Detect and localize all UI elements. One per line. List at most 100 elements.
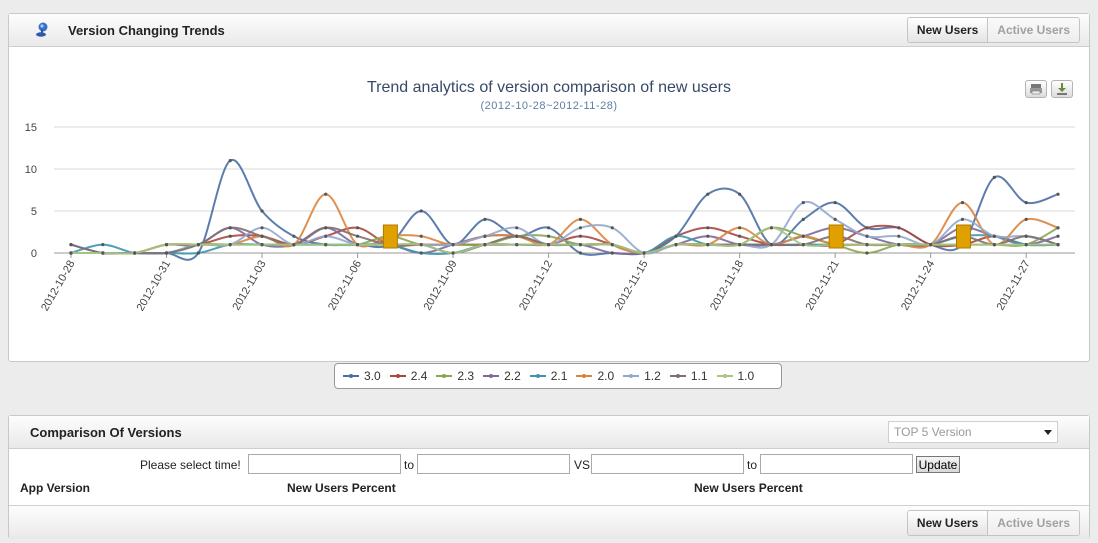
- data-point[interactable]: [897, 243, 901, 247]
- data-point[interactable]: [164, 251, 169, 255]
- data-point[interactable]: [706, 243, 710, 247]
- data-point[interactable]: [738, 234, 742, 238]
- data-point[interactable]: [674, 243, 678, 247]
- data-point[interactable]: [897, 226, 901, 230]
- data-point[interactable]: [228, 226, 232, 230]
- data-point[interactable]: [355, 234, 360, 238]
- data-point[interactable]: [515, 243, 519, 247]
- data-point[interactable]: [228, 234, 232, 238]
- data-point[interactable]: [1024, 201, 1028, 205]
- data-point[interactable]: [260, 234, 264, 238]
- data-point[interactable]: [419, 209, 423, 213]
- data-point[interactable]: [546, 234, 551, 238]
- data-point[interactable]: [69, 243, 73, 247]
- data-point[interactable]: [992, 243, 996, 247]
- data-point[interactable]: [292, 243, 296, 247]
- data-point[interactable]: [483, 217, 487, 221]
- update-button[interactable]: Update: [916, 456, 960, 473]
- data-point[interactable]: [578, 217, 583, 221]
- data-point[interactable]: [865, 234, 869, 238]
- legend-item-1-0[interactable]: 1.0: [716, 369, 754, 383]
- data-point[interactable]: [133, 251, 137, 255]
- data-point[interactable]: [419, 234, 423, 238]
- event-marker[interactable]: [955, 224, 971, 249]
- data-point[interactable]: [515, 234, 519, 238]
- data-point[interactable]: [865, 243, 869, 247]
- data-point[interactable]: [1056, 192, 1060, 196]
- data-point[interactable]: [1024, 234, 1028, 238]
- data-point[interactable]: [960, 217, 965, 221]
- data-point[interactable]: [101, 251, 105, 255]
- data-point[interactable]: [1024, 243, 1028, 247]
- data-point[interactable]: [897, 234, 901, 238]
- data-point[interactable]: [196, 243, 200, 247]
- tab-new-users-bottom[interactable]: New Users: [907, 511, 989, 535]
- data-point[interactable]: [578, 251, 583, 255]
- data-point[interactable]: [546, 243, 551, 247]
- data-point[interactable]: [738, 226, 742, 230]
- data-point[interactable]: [324, 192, 328, 196]
- series-line-1-0[interactable]: [71, 226, 1058, 255]
- data-point[interactable]: [260, 226, 264, 230]
- data-point[interactable]: [992, 175, 996, 179]
- data-point[interactable]: [674, 234, 678, 238]
- data-point[interactable]: [355, 226, 360, 230]
- legend-item-2-3[interactable]: 2.3: [436, 369, 474, 383]
- data-point[interactable]: [610, 251, 614, 255]
- data-point[interactable]: [833, 201, 837, 205]
- data-point[interactable]: [865, 226, 869, 230]
- data-point[interactable]: [929, 243, 933, 247]
- download-button[interactable]: [1051, 80, 1073, 98]
- tab-active-users[interactable]: Active Users: [988, 18, 1079, 42]
- event-marker[interactable]: [382, 224, 398, 249]
- data-point[interactable]: [738, 192, 742, 196]
- data-point[interactable]: [324, 226, 328, 230]
- version-select[interactable]: TOP 5 Version: [888, 421, 1058, 443]
- data-point[interactable]: [706, 234, 710, 238]
- data-point[interactable]: [706, 192, 710, 196]
- data-point[interactable]: [706, 226, 710, 230]
- data-point[interactable]: [801, 217, 805, 221]
- data-point[interactable]: [164, 243, 169, 247]
- tab-new-users[interactable]: New Users: [907, 18, 989, 42]
- data-point[interactable]: [228, 243, 232, 247]
- data-point[interactable]: [196, 251, 200, 255]
- data-point[interactable]: [610, 226, 614, 230]
- data-point[interactable]: [1056, 234, 1060, 238]
- data-point[interactable]: [260, 243, 264, 247]
- data-point[interactable]: [833, 217, 837, 221]
- data-point[interactable]: [483, 243, 487, 247]
- data-point[interactable]: [451, 251, 455, 255]
- event-marker[interactable]: [828, 224, 844, 249]
- data-point[interactable]: [483, 234, 487, 238]
- data-point[interactable]: [801, 243, 805, 247]
- legend-item-1-1[interactable]: 1.1: [669, 369, 708, 383]
- data-point[interactable]: [419, 243, 423, 247]
- data-point[interactable]: [992, 234, 996, 238]
- data-point[interactable]: [801, 201, 805, 205]
- data-point[interactable]: [1056, 226, 1060, 230]
- start-date-input-2[interactable]: [591, 454, 744, 474]
- end-date-input-2[interactable]: [760, 454, 913, 474]
- data-point[interactable]: [228, 159, 232, 163]
- data-point[interactable]: [451, 243, 455, 247]
- data-point[interactable]: [292, 234, 296, 238]
- data-point[interactable]: [578, 243, 583, 247]
- data-point[interactable]: [419, 251, 423, 255]
- data-point[interactable]: [610, 243, 614, 247]
- data-point[interactable]: [865, 251, 869, 255]
- data-point[interactable]: [738, 243, 742, 247]
- data-point[interactable]: [355, 243, 360, 247]
- data-point[interactable]: [324, 243, 328, 247]
- data-point[interactable]: [69, 251, 73, 255]
- legend-item-2-1[interactable]: 2.1: [529, 369, 567, 383]
- data-point[interactable]: [642, 251, 646, 255]
- data-point[interactable]: [101, 243, 105, 247]
- legend-item-2-0[interactable]: 2.0: [576, 369, 614, 383]
- legend-item-2-4[interactable]: 2.4: [389, 369, 427, 383]
- data-point[interactable]: [578, 226, 583, 230]
- data-point[interactable]: [546, 226, 551, 230]
- series-line-1-2[interactable]: [71, 200, 1059, 255]
- data-point[interactable]: [801, 234, 805, 238]
- data-point[interactable]: [1024, 217, 1028, 221]
